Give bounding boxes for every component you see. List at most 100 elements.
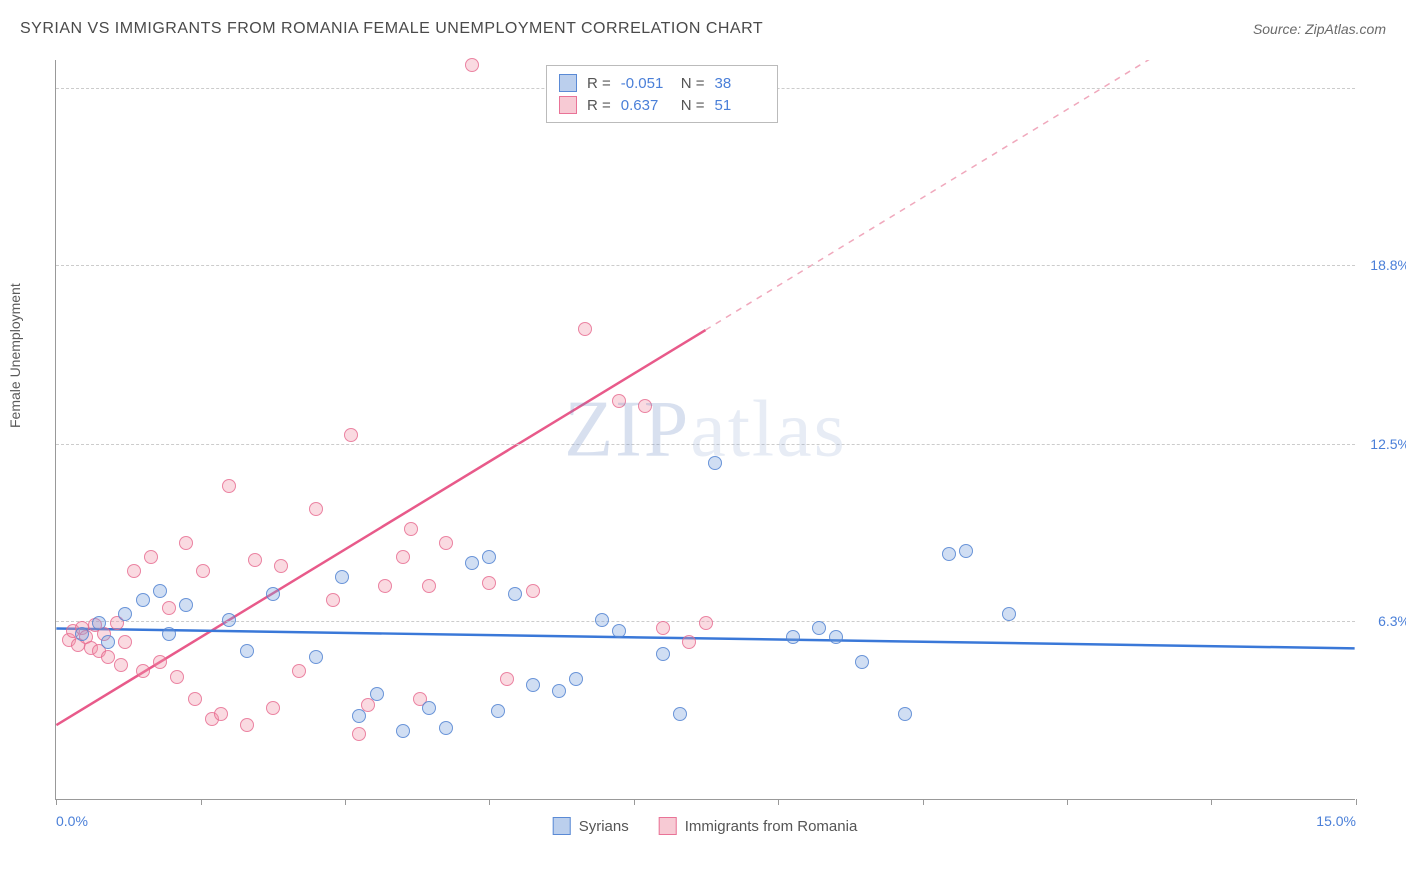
- chart-header: SYRIAN VS IMMIGRANTS FROM ROMANIA FEMALE…: [20, 20, 1386, 38]
- data-point-blue: [812, 621, 826, 635]
- r-value-pink: 0.637: [621, 97, 671, 114]
- r-label: R =: [587, 75, 611, 92]
- legend-item-syrians: Syrians: [553, 817, 629, 835]
- data-point-blue: [491, 704, 505, 718]
- y-tick-label: 18.8%: [1370, 257, 1406, 273]
- data-point-pink: [162, 601, 176, 615]
- data-point-pink: [378, 579, 392, 593]
- data-point-pink: [656, 621, 670, 635]
- data-point-blue: [959, 544, 973, 558]
- data-point-blue: [482, 550, 496, 564]
- data-point-pink: [136, 664, 150, 678]
- data-point-pink: [196, 564, 210, 578]
- data-point-blue: [352, 709, 366, 723]
- data-point-pink: [170, 670, 184, 684]
- x-tick: [489, 799, 490, 805]
- data-point-pink: [612, 394, 626, 408]
- y-tick-label: 12.5%: [1370, 436, 1406, 452]
- data-point-pink: [266, 701, 280, 715]
- watermark-zip: ZIP: [564, 385, 690, 473]
- data-point-blue: [222, 613, 236, 627]
- data-point-blue: [508, 587, 522, 601]
- y-tick-label: 6.3%: [1378, 613, 1406, 629]
- data-point-pink: [482, 576, 496, 590]
- swatch-pink-icon: [659, 817, 677, 835]
- x-tick: [634, 799, 635, 805]
- data-point-blue: [439, 721, 453, 735]
- data-point-pink: [465, 58, 479, 72]
- swatch-blue-icon: [559, 74, 577, 92]
- data-point-blue: [786, 630, 800, 644]
- data-point-pink: [326, 593, 340, 607]
- data-point-blue: [595, 613, 609, 627]
- n-label: N =: [681, 97, 705, 114]
- x-tick: [923, 799, 924, 805]
- data-point-blue: [708, 456, 722, 470]
- data-point-blue: [465, 556, 479, 570]
- data-point-blue: [162, 627, 176, 641]
- data-point-blue: [829, 630, 843, 644]
- legend-row-pink: R = 0.637 N = 51: [559, 94, 765, 116]
- data-point-pink: [352, 727, 366, 741]
- data-point-pink: [404, 522, 418, 536]
- data-point-pink: [396, 550, 410, 564]
- n-label: N =: [681, 75, 705, 92]
- gridline: [56, 265, 1355, 266]
- x-tick: [56, 799, 57, 805]
- data-point-blue: [396, 724, 410, 738]
- data-point-blue: [240, 644, 254, 658]
- gridline: [56, 444, 1355, 445]
- data-point-blue: [101, 635, 115, 649]
- data-point-pink: [222, 479, 236, 493]
- data-point-blue: [1002, 607, 1016, 621]
- chart-title: SYRIAN VS IMMIGRANTS FROM ROMANIA FEMALE…: [20, 20, 763, 38]
- x-tick-label: 15.0%: [1316, 813, 1356, 829]
- data-point-blue: [898, 707, 912, 721]
- plot-region: ZIPatlas R = -0.051 N = 38 R = 0.637 N =…: [55, 60, 1355, 800]
- data-point-blue: [153, 584, 167, 598]
- data-point-blue: [612, 624, 626, 638]
- data-point-pink: [292, 664, 306, 678]
- x-tick: [345, 799, 346, 805]
- legend-label-syrians: Syrians: [579, 818, 629, 835]
- data-point-pink: [118, 635, 132, 649]
- legend-row-blue: R = -0.051 N = 38: [559, 72, 765, 94]
- data-point-blue: [526, 678, 540, 692]
- x-tick: [1356, 799, 1357, 805]
- data-point-pink: [144, 550, 158, 564]
- y-axis-label: Female Unemployment: [7, 283, 23, 428]
- data-point-pink: [214, 707, 228, 721]
- data-point-pink: [500, 672, 514, 686]
- data-point-blue: [422, 701, 436, 715]
- data-point-pink: [699, 616, 713, 630]
- data-point-pink: [638, 399, 652, 413]
- data-point-pink: [578, 322, 592, 336]
- watermark: ZIPatlas: [564, 384, 847, 475]
- x-tick-label: 0.0%: [56, 813, 88, 829]
- x-tick: [201, 799, 202, 805]
- trend-lines-svg: [56, 60, 1355, 799]
- data-point-blue: [179, 598, 193, 612]
- swatch-pink-icon: [559, 96, 577, 114]
- legend-label-romania: Immigrants from Romania: [685, 818, 858, 835]
- data-point-pink: [439, 536, 453, 550]
- r-value-blue: -0.051: [621, 75, 671, 92]
- data-point-pink: [344, 428, 358, 442]
- x-tick: [778, 799, 779, 805]
- data-point-blue: [335, 570, 349, 584]
- data-point-blue: [552, 684, 566, 698]
- legend-item-romania: Immigrants from Romania: [659, 817, 858, 835]
- data-point-blue: [266, 587, 280, 601]
- data-point-blue: [673, 707, 687, 721]
- data-point-blue: [92, 616, 106, 630]
- chart-plot-area: ZIPatlas R = -0.051 N = 38 R = 0.637 N =…: [55, 60, 1355, 800]
- data-point-blue: [75, 627, 89, 641]
- data-point-pink: [240, 718, 254, 732]
- data-point-blue: [118, 607, 132, 621]
- data-point-blue: [855, 655, 869, 669]
- data-point-pink: [422, 579, 436, 593]
- data-point-pink: [248, 553, 262, 567]
- data-point-pink: [274, 559, 288, 573]
- data-point-blue: [569, 672, 583, 686]
- data-point-pink: [309, 502, 323, 516]
